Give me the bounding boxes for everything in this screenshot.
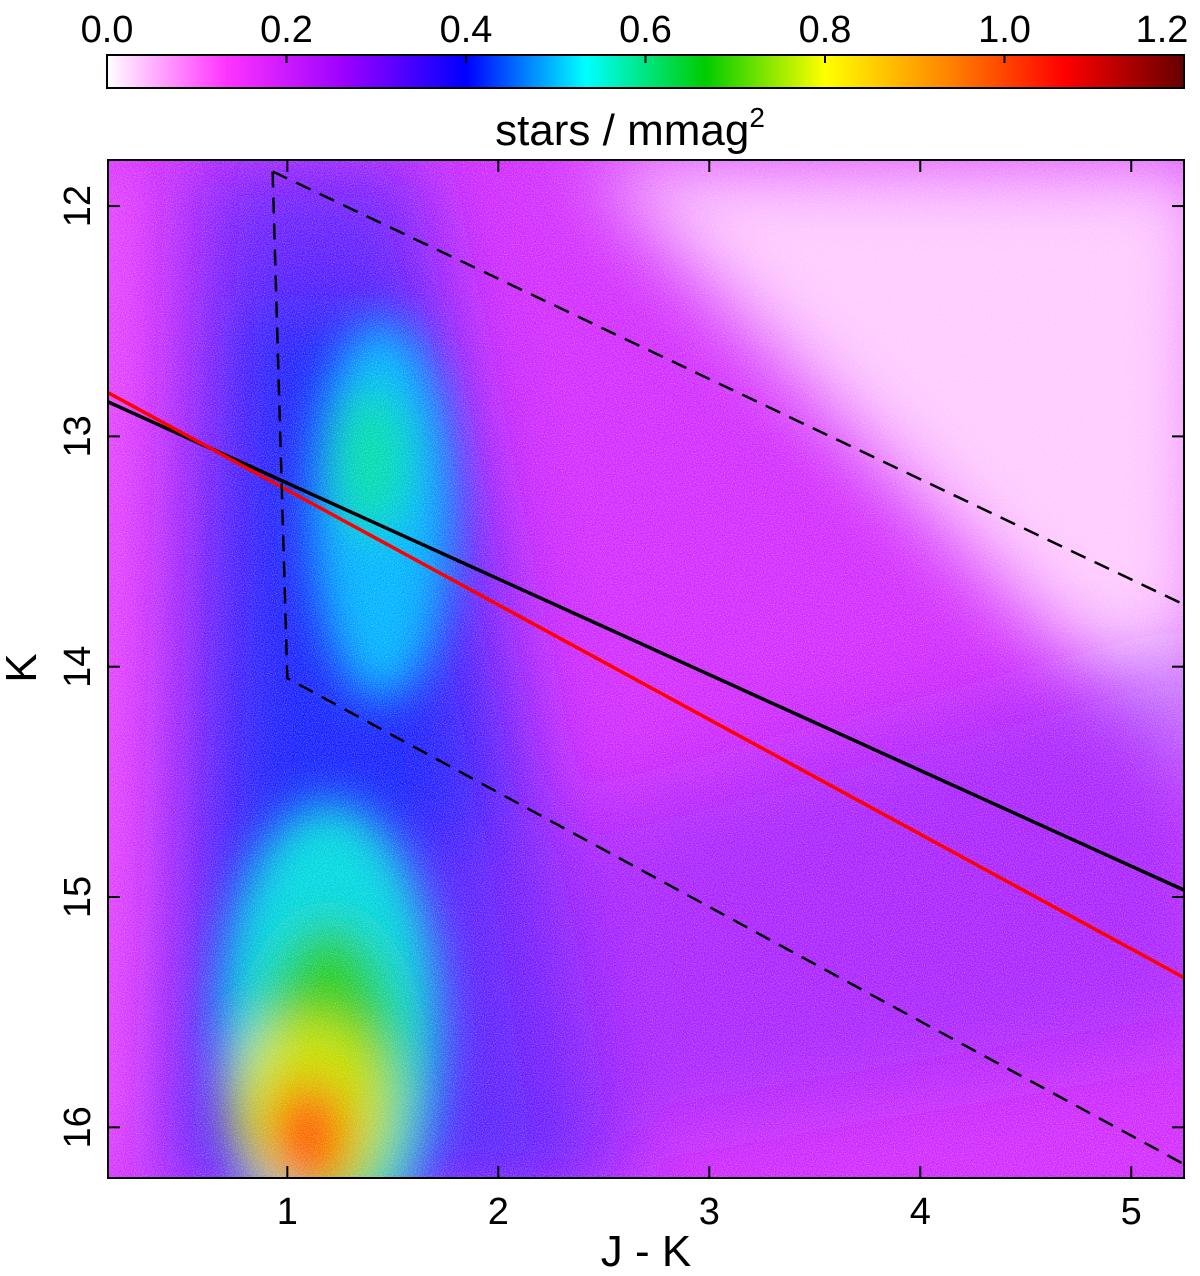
density-noise bbox=[108, 160, 1184, 1178]
colorbar-tick-label: 0.8 bbox=[799, 9, 852, 51]
x-tick-label: 3 bbox=[699, 1191, 720, 1233]
x-tick-label: 4 bbox=[910, 1191, 931, 1233]
y-tick-label: 14 bbox=[57, 646, 99, 688]
density-map bbox=[108, 160, 1184, 1178]
fit-line-red bbox=[108, 391, 1184, 980]
colorbar-tick-label: 0.4 bbox=[440, 9, 493, 51]
x-tick-label: 1 bbox=[277, 1191, 298, 1233]
colorbar-ticks: 0.0 0.2 0.4 0.6 0.8 1.0 1.2 bbox=[81, 9, 1189, 63]
x-axis: 1 2 3 4 5 bbox=[277, 160, 1142, 1233]
y-tick-label: 12 bbox=[57, 185, 99, 227]
y-axis-title: K bbox=[0, 653, 46, 682]
y-tick-label: 13 bbox=[57, 415, 99, 457]
colorbar-tick-label: 1.0 bbox=[978, 9, 1031, 51]
x-tick-label: 5 bbox=[1121, 1191, 1142, 1233]
colorbar-tick-label: 0.6 bbox=[619, 9, 672, 51]
plot-frame bbox=[107, 159, 1185, 1179]
colorbar-tick-label: 0.0 bbox=[81, 9, 134, 51]
selection-boundary-line bbox=[272, 170, 1184, 606]
y-tick-label: 16 bbox=[57, 1106, 99, 1148]
selection-boundary-line bbox=[271, 171, 1184, 1166]
colorbar-tick-label: 1.2 bbox=[1136, 9, 1189, 51]
colorbar-tick-label: 0.2 bbox=[260, 9, 313, 51]
x-axis-title: J - K bbox=[601, 1227, 691, 1276]
fit-line-black bbox=[108, 400, 1184, 892]
selection-lines bbox=[108, 170, 1184, 1166]
y-tick-label: 15 bbox=[57, 876, 99, 918]
colorbar-label: stars / mmag2 bbox=[495, 102, 765, 155]
y-axis: 12 13 14 15 16 bbox=[57, 185, 1184, 1148]
x-tick-label: 2 bbox=[488, 1191, 509, 1233]
colorbar: 0.0 0.2 0.4 0.6 0.8 1.0 1.2 stars / mmag2 bbox=[81, 9, 1189, 155]
